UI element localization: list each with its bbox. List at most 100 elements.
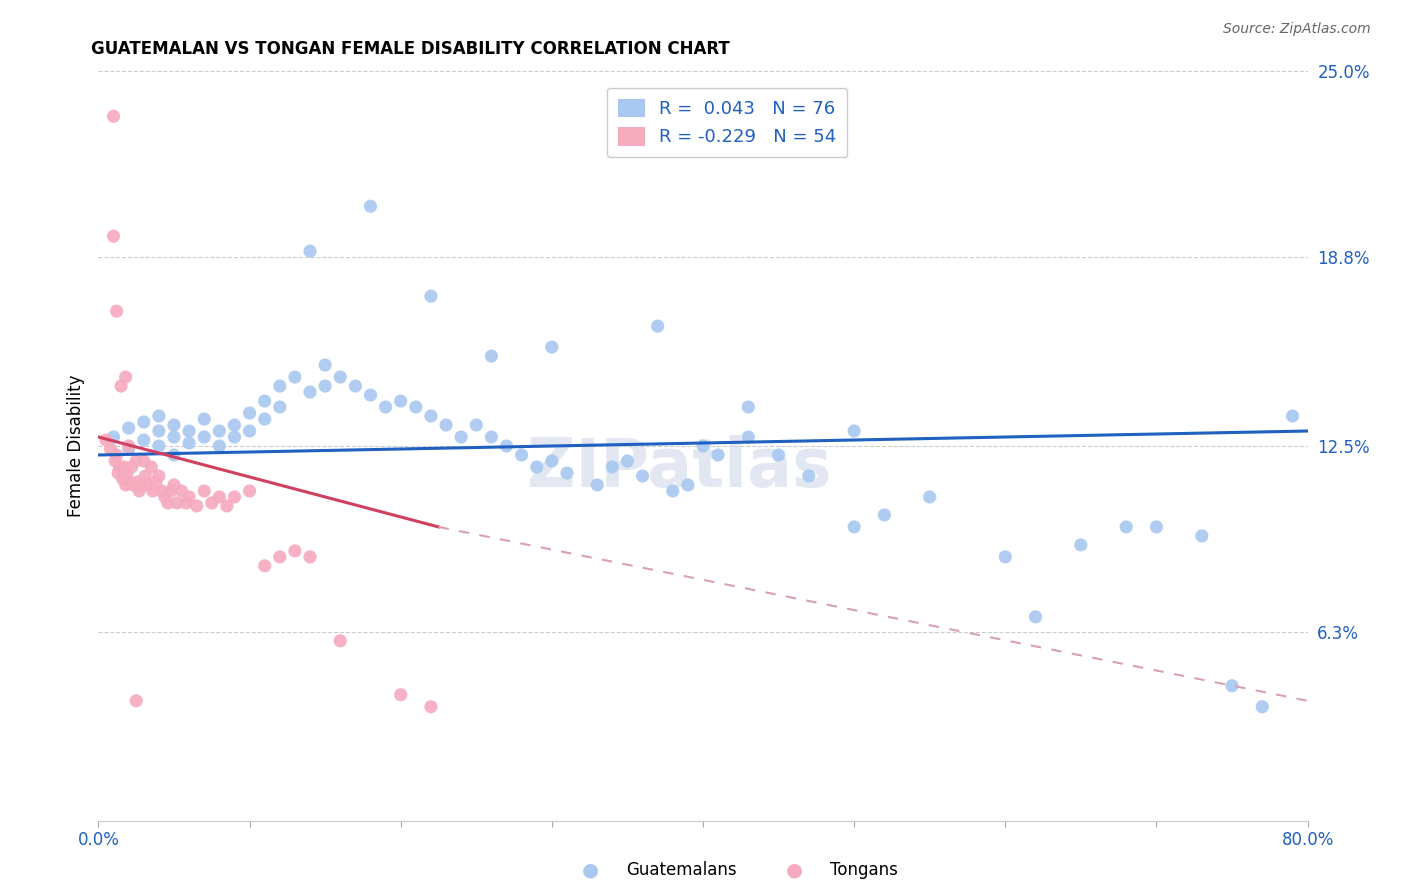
- Point: [105, 448, 128, 462]
- Point: [994, 549, 1017, 564]
- Point: [127, 475, 149, 489]
- Point: [465, 417, 488, 432]
- Point: [186, 499, 208, 513]
- Point: [148, 469, 170, 483]
- Point: [844, 424, 866, 438]
- Point: [329, 370, 352, 384]
- Point: [329, 633, 352, 648]
- Point: [174, 496, 197, 510]
- Point: [125, 454, 148, 468]
- Point: [112, 460, 135, 475]
- Point: [450, 430, 472, 444]
- Point: [616, 454, 638, 468]
- Text: ●: ●: [786, 860, 803, 880]
- Point: [114, 370, 136, 384]
- Point: [121, 460, 143, 475]
- Point: [314, 379, 336, 393]
- Point: [797, 469, 820, 483]
- Point: [434, 417, 457, 432]
- Point: [118, 439, 141, 453]
- Point: [405, 400, 427, 414]
- Point: [142, 483, 165, 498]
- Point: [647, 319, 669, 334]
- Point: [160, 483, 183, 498]
- Point: [768, 448, 790, 462]
- Point: [193, 430, 215, 444]
- Point: [132, 433, 155, 447]
- Point: [314, 358, 336, 372]
- Point: [108, 460, 131, 475]
- Point: [201, 496, 224, 510]
- Point: [602, 460, 624, 475]
- Point: [661, 483, 683, 498]
- Point: [118, 421, 141, 435]
- Point: [1191, 529, 1213, 543]
- Point: [156, 496, 179, 510]
- Point: [193, 412, 215, 426]
- Text: Source: ZipAtlas.com: Source: ZipAtlas.com: [1223, 22, 1371, 37]
- Point: [299, 385, 322, 400]
- Point: [253, 412, 276, 426]
- Point: [844, 520, 866, 534]
- Point: [269, 549, 291, 564]
- Point: [239, 406, 262, 420]
- Point: [163, 417, 186, 432]
- Point: [208, 439, 231, 453]
- Point: [148, 439, 170, 453]
- Legend: R =  0.043   N = 76, R = -0.229   N = 54: R = 0.043 N = 76, R = -0.229 N = 54: [607, 88, 848, 157]
- Point: [389, 394, 412, 409]
- Point: [114, 478, 136, 492]
- Point: [129, 478, 152, 492]
- Point: [110, 379, 132, 393]
- Point: [120, 475, 142, 489]
- Point: [148, 424, 170, 438]
- Point: [707, 448, 730, 462]
- Point: [253, 394, 276, 409]
- Text: GUATEMALAN VS TONGAN FEMALE DISABILITY CORRELATION CHART: GUATEMALAN VS TONGAN FEMALE DISABILITY C…: [91, 40, 730, 58]
- Point: [132, 415, 155, 429]
- Point: [150, 483, 173, 498]
- Point: [299, 244, 322, 259]
- Point: [134, 469, 156, 483]
- Point: [163, 448, 186, 462]
- Point: [111, 472, 134, 486]
- Point: [215, 499, 238, 513]
- Point: [179, 424, 201, 438]
- Point: [105, 304, 128, 318]
- Point: [136, 478, 159, 492]
- Point: [495, 439, 517, 453]
- Point: [170, 483, 193, 498]
- Point: [1281, 409, 1303, 423]
- Point: [94, 433, 117, 447]
- Point: [360, 388, 382, 402]
- Point: [586, 478, 609, 492]
- Point: [269, 379, 291, 393]
- Point: [118, 442, 141, 456]
- Point: [481, 430, 503, 444]
- Point: [873, 508, 896, 522]
- Point: [360, 199, 382, 213]
- Point: [107, 466, 129, 480]
- Point: [1220, 679, 1243, 693]
- Point: [125, 694, 148, 708]
- Point: [103, 430, 125, 444]
- Point: [145, 475, 167, 489]
- Text: ●: ●: [582, 860, 599, 880]
- Point: [103, 109, 125, 123]
- Text: ZIPatlas: ZIPatlas: [526, 435, 831, 501]
- Y-axis label: Female Disability: Female Disability: [66, 375, 84, 517]
- Point: [692, 439, 714, 453]
- Point: [737, 400, 759, 414]
- Point: [128, 483, 150, 498]
- Point: [540, 340, 562, 354]
- Point: [132, 454, 155, 468]
- Point: [510, 448, 533, 462]
- Point: [540, 454, 562, 468]
- Point: [420, 409, 443, 423]
- Point: [284, 370, 307, 384]
- Point: [208, 424, 231, 438]
- Point: [420, 699, 443, 714]
- Point: [389, 688, 412, 702]
- Point: [1070, 538, 1092, 552]
- Point: [166, 496, 188, 510]
